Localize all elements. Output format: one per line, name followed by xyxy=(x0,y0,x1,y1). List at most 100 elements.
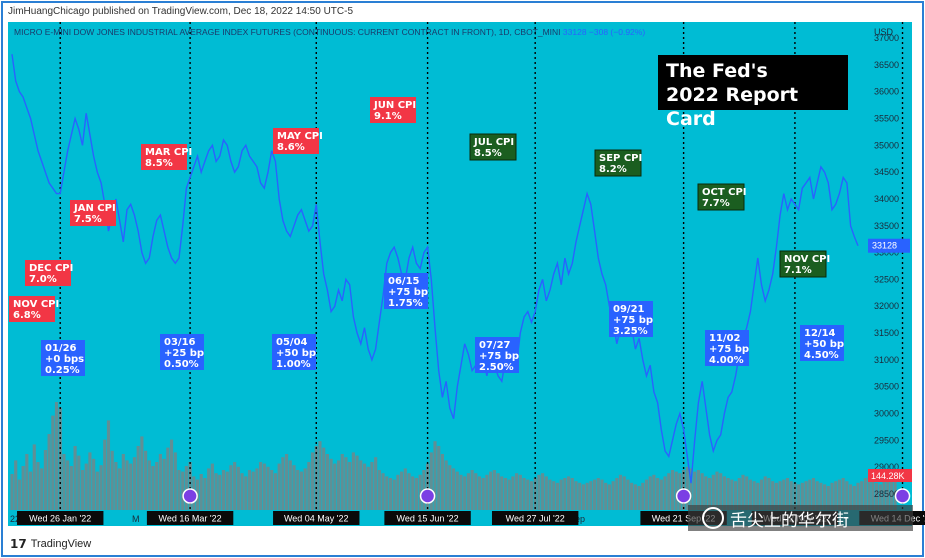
fed-decision-date: 09/21 xyxy=(613,304,645,315)
volume-bar xyxy=(181,471,185,510)
volume-bar xyxy=(132,457,137,510)
cpi-label-name: SEP CPI xyxy=(599,153,642,164)
event-icon xyxy=(675,488,692,504)
volume-bar xyxy=(218,474,222,510)
publisher-header: JimHuangChicago published on TradingView… xyxy=(8,6,354,17)
y-tick-label: 29000 xyxy=(874,462,899,472)
volume-bar xyxy=(77,455,81,510)
volume-bar xyxy=(819,482,823,510)
volume-bar xyxy=(374,457,378,510)
y-axis-unit: USD xyxy=(874,27,894,37)
volume-bar xyxy=(656,478,660,510)
fed-decision-rate: 1.00% xyxy=(276,359,311,370)
fed-decision-date: 06/15 xyxy=(388,276,420,287)
fomc-date-label: Wed 27 Jul '22 xyxy=(506,514,565,524)
volume-bar xyxy=(611,481,615,510)
volume-bar xyxy=(663,476,667,510)
volume-bar xyxy=(867,476,871,510)
volume-bar xyxy=(826,486,830,510)
volume-bar xyxy=(333,463,337,510)
volume-bar xyxy=(711,474,715,510)
volume-bar xyxy=(10,474,14,510)
x-axis-partial-label: M xyxy=(132,514,140,524)
volume-bar xyxy=(114,462,118,510)
volume-bar xyxy=(281,457,285,510)
volume-bar xyxy=(95,471,99,510)
volume-bar xyxy=(863,478,867,510)
volume-bar xyxy=(785,478,790,510)
volume-bar xyxy=(203,478,207,510)
volume-bar xyxy=(366,466,370,510)
volume-bar xyxy=(626,479,630,510)
volume-bar xyxy=(811,478,816,510)
volume-bar xyxy=(800,482,804,510)
last-price-marker xyxy=(868,238,910,253)
fomc-date-marker xyxy=(491,511,579,525)
fomc-date-marker xyxy=(384,511,471,525)
volume-bar xyxy=(570,478,574,510)
fed-decision-move: +0 bps xyxy=(45,354,84,365)
volume-bar xyxy=(155,462,159,510)
fed-decision-date: 12/14 xyxy=(804,328,836,339)
fomc-date-label: Wed 16 Mar '22 xyxy=(159,514,222,524)
fomc-date-marker xyxy=(146,511,234,525)
volume-bar xyxy=(277,463,281,510)
volume-bar xyxy=(578,482,582,510)
event-icon xyxy=(419,488,436,504)
volume-bar xyxy=(285,454,289,510)
tradingview-icon: 𝟭𝟳 xyxy=(10,537,27,551)
volume-bar xyxy=(440,454,444,510)
volume-bar xyxy=(515,473,519,510)
volume-bar xyxy=(533,478,537,510)
volume-bar xyxy=(659,479,663,510)
volume-bar xyxy=(359,460,363,510)
volume-bar xyxy=(270,470,274,510)
volume-bar xyxy=(852,486,856,510)
volume-bar xyxy=(830,482,834,510)
volume-bar xyxy=(407,473,411,510)
cpi-label-value: 7.5% xyxy=(74,214,102,225)
fed-decision-move: +25 bp xyxy=(164,348,204,359)
volume-bar xyxy=(507,479,511,510)
y-tick-label: 29500 xyxy=(874,435,899,445)
instrument-name: MICRO E-MINI DOW JONES INDUSTRIAL AVERAG… xyxy=(14,27,563,37)
volume-bar xyxy=(166,447,170,510)
volume-bar xyxy=(893,476,897,510)
volume-bar xyxy=(722,476,726,510)
cpi-label-name: DEC CPI xyxy=(29,263,73,274)
tradingview-logo[interactable]: 𝟭𝟳 TradingView xyxy=(10,537,91,551)
volume-bar xyxy=(670,470,675,510)
volume-bar xyxy=(581,484,585,510)
y-tick-label: 31500 xyxy=(874,328,899,338)
volume-bar xyxy=(43,450,47,510)
volume-bar xyxy=(184,466,188,510)
volume-bar xyxy=(88,452,92,510)
volume-bar xyxy=(121,454,125,510)
event-icon xyxy=(182,488,198,504)
volume-bar xyxy=(348,462,352,510)
volume-bar xyxy=(708,478,712,510)
volume-bar xyxy=(273,473,278,510)
volume-bar xyxy=(511,476,515,510)
volume-bar xyxy=(463,476,467,510)
volume-bar xyxy=(240,473,244,510)
cpi-label-box xyxy=(141,144,187,170)
volume-bar xyxy=(14,460,18,510)
fed-decision-date: 11/02 xyxy=(709,333,741,344)
volume-bar xyxy=(147,460,151,510)
volume-bar xyxy=(889,474,893,510)
volume-bar xyxy=(793,482,797,510)
cpi-label-value: 7.0% xyxy=(29,274,57,285)
volume-bar xyxy=(878,484,882,510)
volume-bar xyxy=(559,479,563,510)
volume-bar xyxy=(229,465,233,510)
volume-bar xyxy=(492,470,496,510)
instrument-last: 33128 xyxy=(563,27,589,37)
volume-bar xyxy=(459,474,463,510)
volume-bar xyxy=(377,470,381,510)
volume-bar xyxy=(118,468,122,510)
volume-bar xyxy=(99,465,103,510)
volume-bar xyxy=(797,484,801,510)
volume-bar xyxy=(21,466,25,510)
